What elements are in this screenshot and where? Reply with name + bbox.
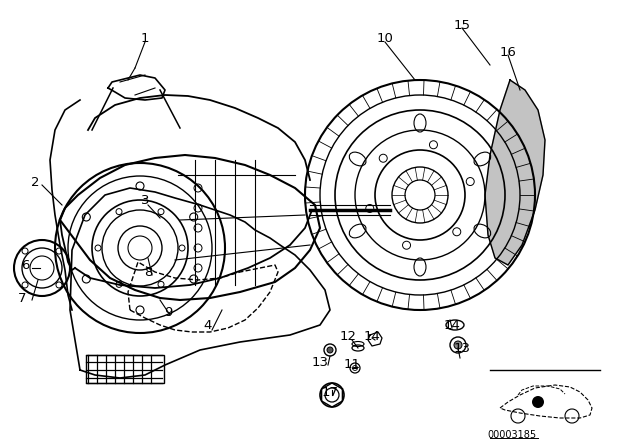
Text: 11: 11 — [344, 358, 360, 370]
Text: 1: 1 — [141, 31, 149, 44]
Text: 9: 9 — [164, 306, 172, 319]
Text: 4: 4 — [204, 319, 212, 332]
Polygon shape — [485, 80, 545, 265]
Circle shape — [454, 341, 462, 349]
Text: 6: 6 — [21, 258, 29, 271]
Text: 17: 17 — [321, 385, 339, 399]
Circle shape — [327, 347, 333, 353]
Text: 15: 15 — [454, 18, 470, 31]
Text: 12: 12 — [339, 329, 356, 343]
Text: 13: 13 — [312, 356, 328, 369]
Text: 13: 13 — [454, 341, 470, 354]
Text: 7: 7 — [18, 292, 26, 305]
Text: 14: 14 — [444, 319, 460, 332]
Text: 3: 3 — [141, 194, 149, 207]
Text: 8: 8 — [144, 266, 152, 279]
Text: 10: 10 — [376, 31, 394, 44]
Circle shape — [532, 396, 544, 408]
Text: 14: 14 — [364, 329, 380, 343]
Bar — [86, 355, 164, 383]
Text: 2: 2 — [31, 176, 39, 189]
Text: 00003185: 00003185 — [488, 430, 536, 440]
Text: 16: 16 — [500, 46, 516, 59]
